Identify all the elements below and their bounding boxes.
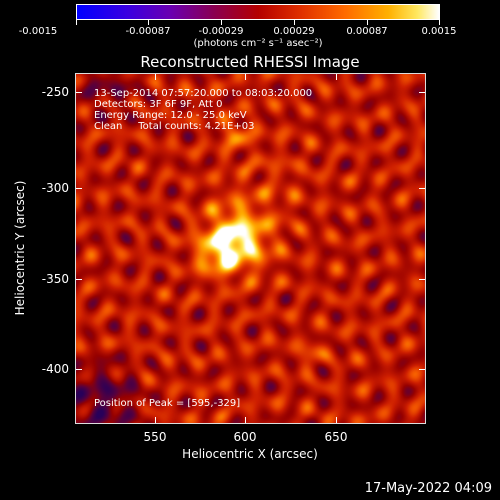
peak-position-annotation: Position of Peak = [595,-329] [94,398,241,409]
y-tick [76,279,82,280]
x-tick-label: 600 [233,430,257,444]
colorbar-tick-label: -0.00029 [198,26,244,37]
y-tick [419,92,425,93]
y-tick-label: -400 [41,362,69,376]
x-tick-label: 650 [324,430,348,444]
time-range-annotation: 13-Sep-2014 07:57:20.000 to 08:03:20.000 [94,88,313,99]
energy-range-annotation: Energy Range: 12.0 - 25.0 keV [94,110,247,121]
x-tick [155,417,156,423]
x-tick [336,74,337,80]
y-tick [76,92,82,93]
footer-date: 17-May-2022 04:09 [364,481,492,496]
plot-title: Reconstructed RHESSI Image [140,53,360,71]
y-axis-title: Heliocentric Y (arcsec) [13,180,27,316]
x-tick [155,74,156,80]
colorbar-tick-label: 0.00029 [273,26,315,37]
x-axis-title: Heliocentric X (arcsec) [182,447,318,461]
colorbar-tick [439,20,440,25]
y-tick-label: -300 [41,181,69,195]
colorbar-tick-label: -0.00087 [125,26,171,37]
colorbar-tick [76,20,77,25]
colorbar-tick-label: -0.0015 [18,26,58,37]
y-tick [419,188,425,189]
y-tick-label: -250 [41,85,69,99]
rhessi-image [76,74,425,423]
colorbar [76,4,440,20]
y-tick [419,369,425,370]
clean-annotation: Clean Total counts: 4.21E+03 [94,121,255,132]
y-tick [419,279,425,280]
detectors-annotation: Detectors: 3F 6F 9F, Att 0 [94,99,223,110]
y-tick-label: -350 [41,272,69,286]
colorbar-tick-label: 0.00087 [346,26,388,37]
colorbar-tick [221,20,222,25]
colorbar-tick [367,20,368,25]
y-tick [76,188,82,189]
colorbar-tick [294,20,295,25]
x-tick [245,74,246,80]
x-tick-label: 550 [143,430,167,444]
x-tick [245,417,246,423]
rhessi-image-plot: 13-Sep-2014 07:57:20.000 to 08:03:20.000… [75,73,426,424]
colorbar-tick-label: 0.0015 [421,26,457,37]
colorbar-tick [148,20,149,25]
y-tick [76,369,82,370]
x-tick [336,417,337,423]
colorbar-units-label: (photons cm⁻² s⁻¹ asec⁻²) [193,38,323,49]
